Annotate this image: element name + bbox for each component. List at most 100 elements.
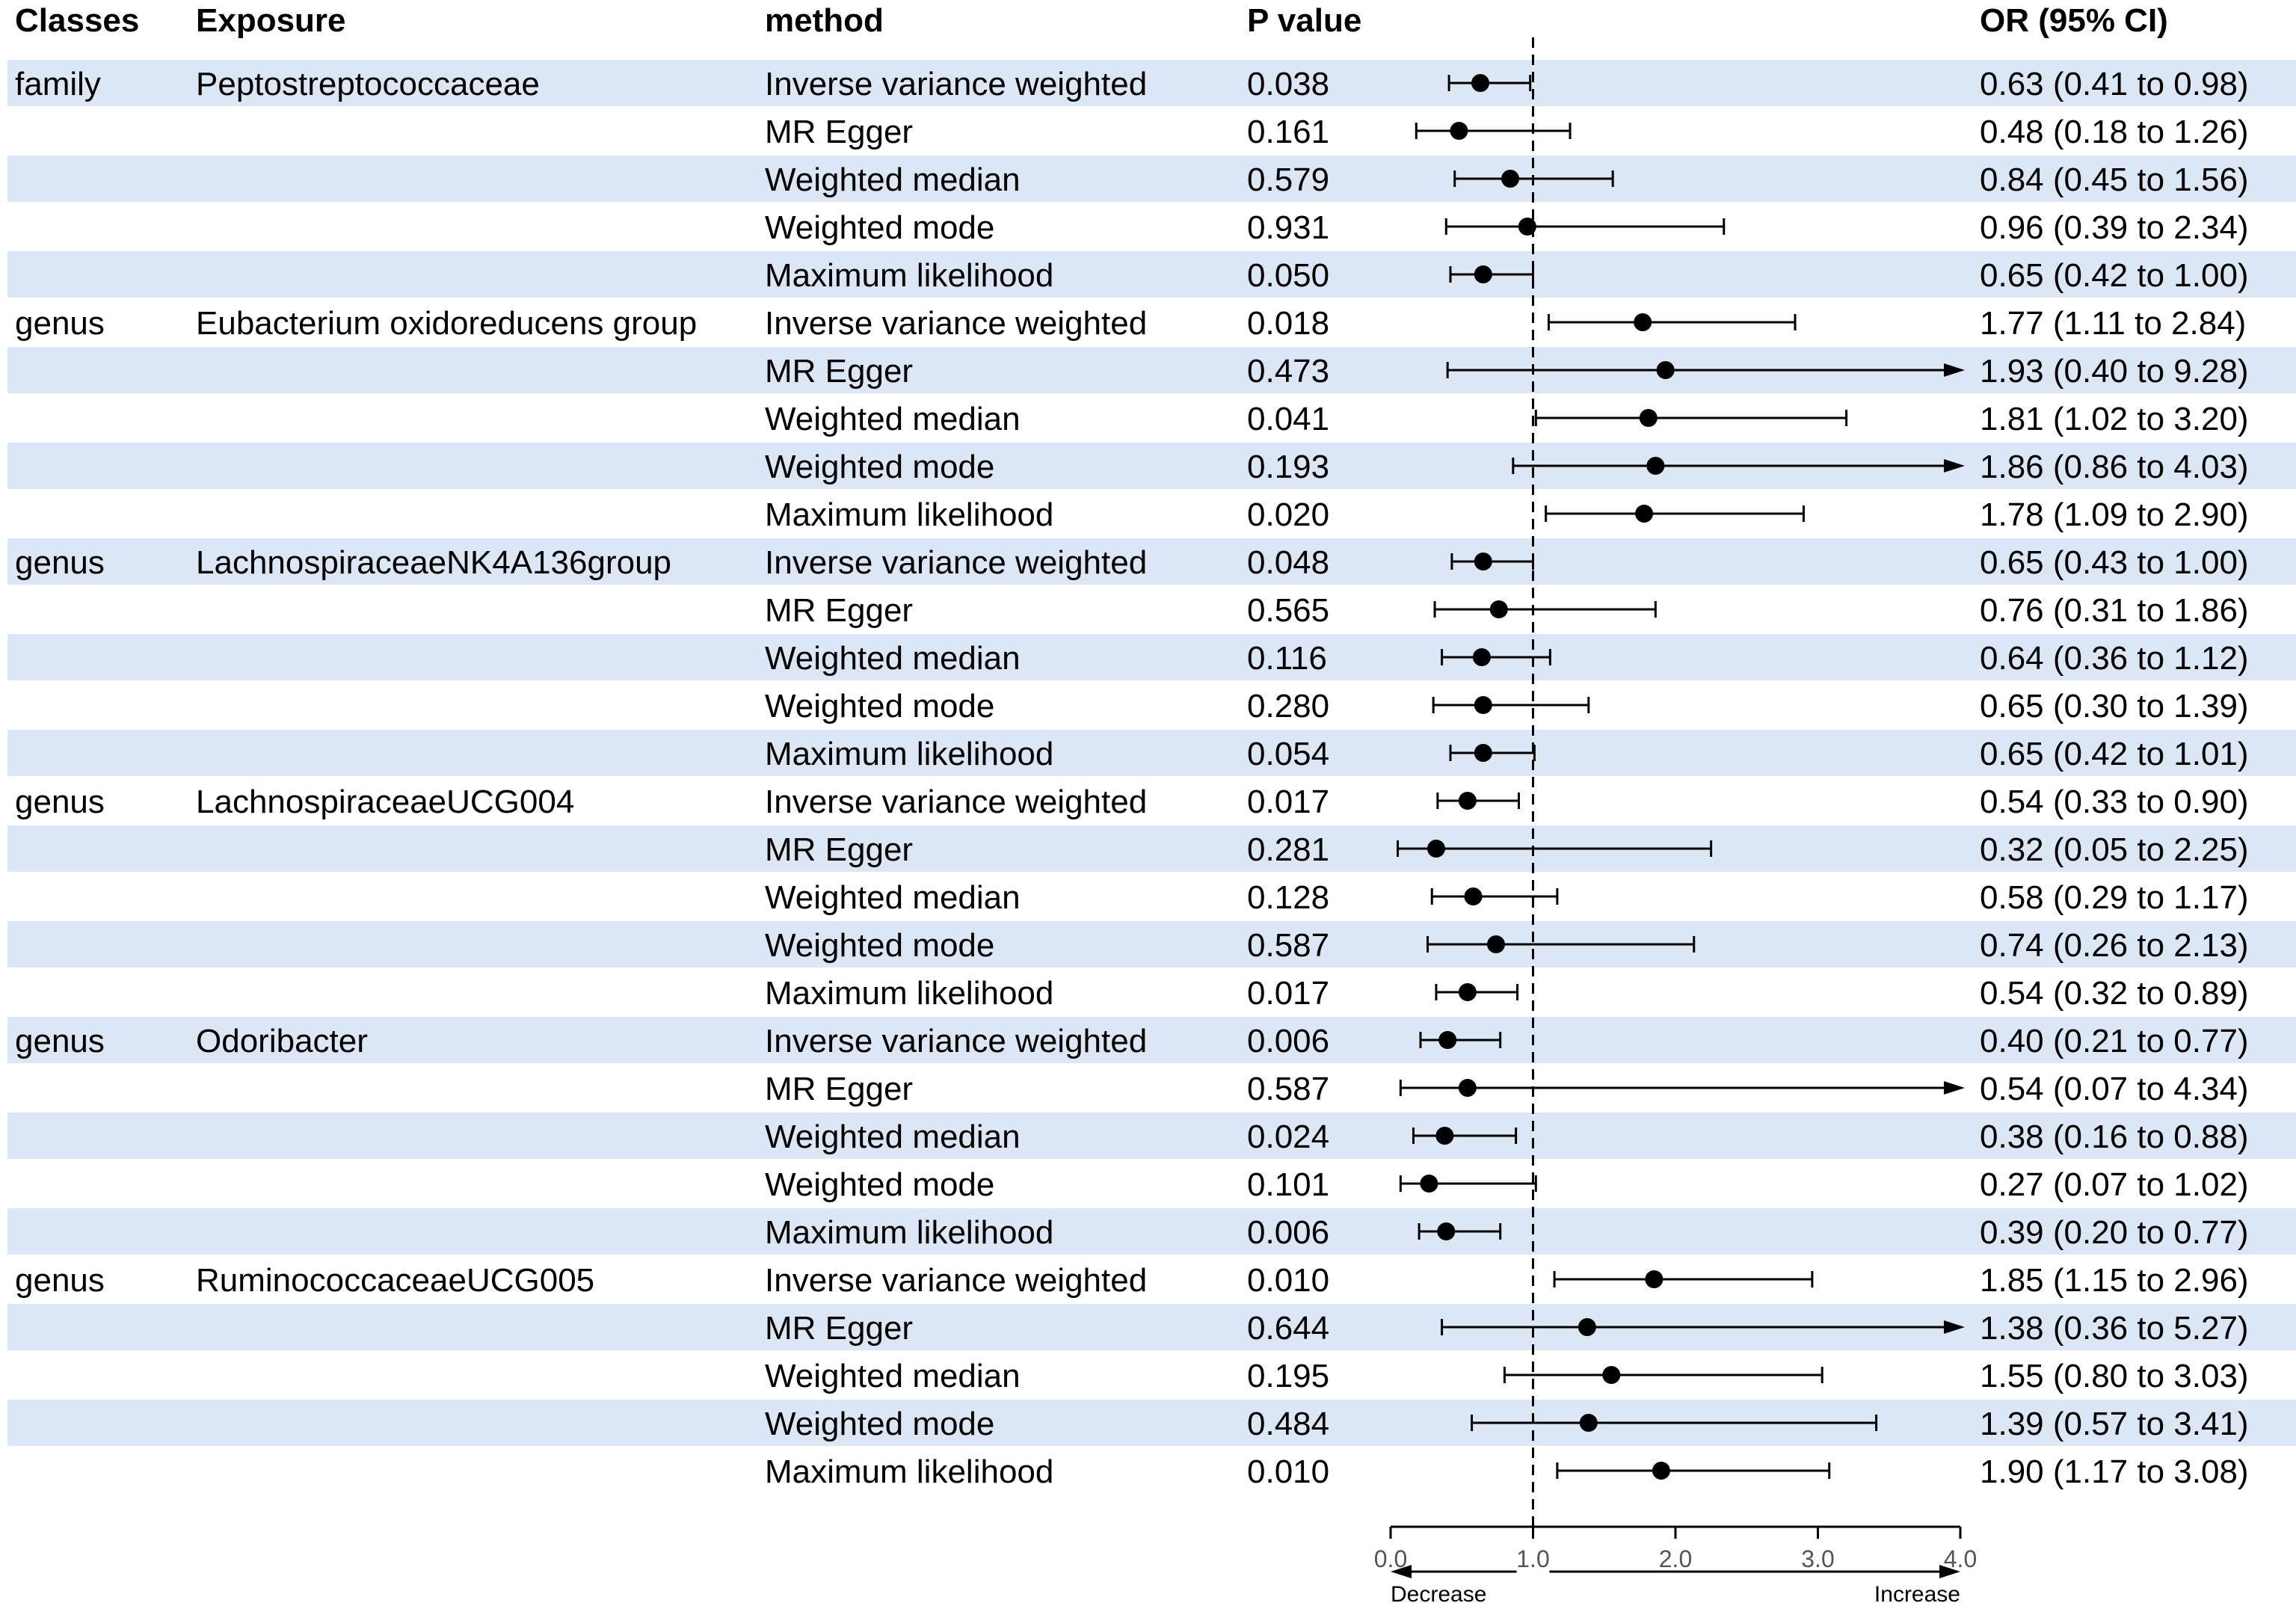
decrease-label: Decrease [1391,1582,1486,1607]
point-estimate [1437,1222,1456,1240]
cell-or-ci: 0.27 (0.07 to 1.02) [1980,1166,2249,1203]
row-band [7,60,2296,106]
cell-or-ci: 0.58 (0.29 to 1.17) [1980,879,2249,916]
point-estimate [1645,1270,1663,1288]
cell-or-ci: 1.85 (1.15 to 2.96) [1980,1262,2249,1299]
cell-method: MR Egger [765,114,913,150]
point-estimate [1486,935,1505,953]
axis-tick-label: 4.0 [1944,1545,1977,1572]
row-band [7,538,2296,585]
row-band [7,1017,2296,1063]
cell-method: Weighted median [765,1119,1021,1155]
axis-tick-label: 2.0 [1659,1545,1692,1572]
point-estimate [1426,840,1445,858]
cell-or-ci: 1.86 (0.86 to 4.03) [1980,449,2249,485]
cell-p-value: 0.193 [1247,449,1329,485]
cell-method: MR Egger [765,1071,913,1107]
point-estimate [1474,553,1492,570]
cell-p-value: 0.010 [1247,1453,1329,1490]
header-method: method [765,2,884,39]
cell-p-value: 0.161 [1247,114,1329,150]
cell-classes: genus [15,1023,105,1059]
point-estimate [1656,361,1675,379]
table-cells: family Peptostreptococcaceae Inverse varia… [15,66,2249,1490]
point-estimate [1458,983,1477,1001]
header-exposure: Exposure [196,2,346,39]
header-or-ci: OR (95% CI) [1980,2,2168,39]
cell-p-value: 0.587 [1247,1071,1329,1107]
axis-tick-label: 3.0 [1801,1545,1834,1572]
cell-or-ci: 0.76 (0.31 to 1.86) [1980,592,2249,629]
point-estimate [1472,648,1491,666]
cell-or-ci: 1.55 (0.80 to 3.03) [1980,1358,2249,1394]
point-estimate [1464,887,1483,905]
estimate-marks [1397,74,1965,1480]
point-estimate [1458,792,1477,810]
cell-p-value: 0.473 [1247,353,1329,390]
point-estimate [1458,1079,1477,1097]
column-headers: Classes Exposure method P value OR (95% … [15,2,2168,39]
cell-exposure: RuminococcaceaeUCG005 [196,1262,594,1299]
decrease-arrow-head [1391,1565,1412,1578]
cell-exposure: Eubacterium oxidoreducens group [196,305,697,342]
cell-p-value: 0.565 [1247,592,1329,629]
cell-method: Inverse variance weighted [765,66,1147,102]
cell-method: Inverse variance weighted [765,784,1147,820]
cell-p-value: 0.195 [1247,1358,1329,1394]
cell-exposure: LachnospiraceaeNK4A136group [196,544,671,581]
point-estimate [1578,1318,1596,1336]
row-band [7,634,2296,680]
cell-method: Maximum likelihood [765,1214,1053,1251]
cell-or-ci: 0.54 (0.07 to 4.34) [1980,1071,2249,1107]
cell-classes: family [15,66,101,102]
point-estimate [1438,1031,1457,1049]
cell-method: Weighted median [765,1358,1021,1394]
cell-method: Inverse variance weighted [765,1023,1147,1059]
cell-or-ci: 0.65 (0.43 to 1.00) [1980,544,2249,581]
row-band [7,730,2296,776]
cell-method: Inverse variance weighted [765,544,1147,581]
point-estimate [1420,1175,1438,1193]
cell-method: Inverse variance weighted [765,1262,1147,1299]
ci-arrow [1944,459,1965,473]
cell-classes: genus [15,305,105,342]
cell-p-value: 0.038 [1247,66,1329,102]
cell-p-value: 0.041 [1247,401,1329,437]
row-band [7,156,2296,202]
cell-p-value: 0.050 [1247,257,1329,294]
cell-method: Inverse variance weighted [765,305,1147,342]
cell-or-ci: 0.63 (0.41 to 0.98) [1980,66,2249,102]
row-band [7,1113,2296,1159]
cell-method: Weighted mode [765,688,994,724]
cell-method: Maximum likelihood [765,257,1053,294]
cell-p-value: 0.006 [1247,1214,1329,1251]
cell-method: Weighted median [765,401,1021,437]
point-estimate [1518,218,1536,236]
cell-p-value: 0.280 [1247,688,1329,724]
cell-method: Maximum likelihood [765,1453,1053,1490]
cell-classes: genus [15,544,105,581]
cell-classes: genus [15,784,105,820]
cell-or-ci: 1.39 (0.57 to 3.41) [1980,1406,2249,1442]
cell-method: Weighted median [765,879,1021,916]
axis-tick-label: 0.0 [1374,1545,1407,1572]
cell-method: Weighted mode [765,209,994,246]
cell-or-ci: 0.32 (0.05 to 2.25) [1980,831,2249,868]
cell-or-ci: 0.96 (0.39 to 2.34) [1980,209,2249,246]
cell-p-value: 0.048 [1247,544,1329,581]
cell-or-ci: 0.84 (0.45 to 1.56) [1980,161,2249,198]
point-estimate [1634,313,1652,331]
cell-method: Maximum likelihood [765,496,1053,533]
cell-or-ci: 1.77 (1.11 to 2.84) [1980,305,2246,342]
point-estimate [1639,409,1658,427]
header-classes: Classes [15,2,139,39]
cell-exposure: Peptostreptococcaceae [196,66,540,102]
row-bands [7,60,2296,1446]
point-estimate [1474,696,1492,714]
cell-or-ci: 0.74 (0.26 to 2.13) [1980,927,2249,964]
ci-arrow [1944,1081,1965,1095]
cell-method: Maximum likelihood [765,736,1053,772]
cell-p-value: 0.010 [1247,1262,1329,1299]
ci-arrow [1944,1320,1965,1334]
